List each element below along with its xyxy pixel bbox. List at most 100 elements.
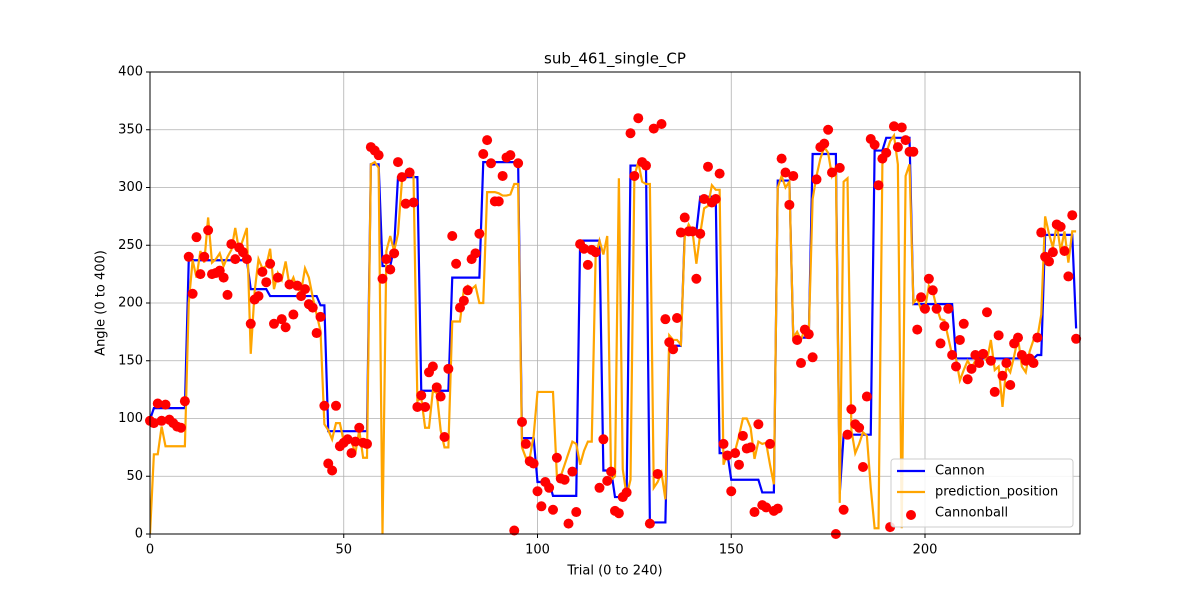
scatter-point xyxy=(703,161,713,172)
scatter-point xyxy=(420,401,431,412)
scatter-point xyxy=(668,344,679,355)
scatter-point xyxy=(311,328,322,339)
scatter-point xyxy=(951,361,961,372)
scatter-point xyxy=(730,448,741,459)
scatter-point xyxy=(191,232,202,243)
y-axis-label: Angle (0 to 400) xyxy=(94,250,109,356)
scatter-point xyxy=(563,518,574,529)
scatter-point xyxy=(513,158,524,169)
scatter-point xyxy=(823,124,834,135)
scatter-point xyxy=(889,121,899,132)
scatter-point xyxy=(881,147,892,158)
scatter-point xyxy=(1067,210,1078,221)
scatter-point xyxy=(148,418,159,429)
scatter-point xyxy=(765,438,775,449)
scatter-point xyxy=(509,525,520,536)
scatter-point xyxy=(582,259,593,270)
scatter-point xyxy=(486,158,496,169)
scatter-point xyxy=(156,415,167,426)
scatter-point xyxy=(493,196,504,207)
scatter-point xyxy=(900,135,911,146)
scatter-point xyxy=(656,118,667,129)
scatter-point xyxy=(1013,332,1023,343)
scatter-point xyxy=(920,303,930,314)
scatter-point xyxy=(776,153,787,164)
scatter-point xyxy=(571,507,582,518)
scatter-point xyxy=(327,465,338,476)
scatter-point xyxy=(470,248,481,259)
scatter-point xyxy=(652,468,663,479)
x-tick-label: 50 xyxy=(335,543,352,558)
scatter-point xyxy=(761,502,772,513)
scatter-point xyxy=(300,284,310,295)
y-tick-label: 400 xyxy=(118,65,143,80)
scatter-point xyxy=(257,266,268,277)
scatter-point xyxy=(679,212,690,223)
scatter-point xyxy=(962,374,973,385)
scatter-point xyxy=(672,313,682,324)
scatter-point xyxy=(873,180,884,191)
scatter-point xyxy=(923,273,934,284)
scatter-point xyxy=(978,348,989,359)
y-tick-label: 200 xyxy=(118,296,143,311)
scatter-point xyxy=(431,382,442,393)
scatter-point xyxy=(997,370,1008,381)
scatter-point xyxy=(931,303,942,314)
scatter-point xyxy=(846,404,857,415)
scatter-point xyxy=(261,277,272,288)
scatter-point xyxy=(559,474,570,485)
scatter-point xyxy=(152,398,163,409)
scatter-point xyxy=(230,254,241,265)
y-tick-label: 0 xyxy=(135,527,143,542)
y-tick-label: 50 xyxy=(126,469,143,484)
scatter-point xyxy=(381,254,392,265)
scatter-point xyxy=(982,307,992,318)
scatter-point xyxy=(629,170,640,181)
scatter-point xyxy=(734,459,744,470)
scatter-point xyxy=(625,128,636,139)
scatter-point xyxy=(590,247,601,258)
scatter-point xyxy=(714,168,725,179)
scatter-point xyxy=(811,174,822,185)
scatter-point xyxy=(427,361,438,372)
scatter-point xyxy=(896,122,907,133)
scatter-point xyxy=(958,318,969,329)
scatter-point xyxy=(412,401,423,412)
scatter-point xyxy=(726,486,737,497)
scatter-point xyxy=(346,448,357,459)
scatter-point xyxy=(517,416,527,427)
legend-marker xyxy=(906,510,916,520)
scatter-point xyxy=(439,431,450,442)
scatter-point xyxy=(792,334,803,345)
scatter-point xyxy=(935,338,946,349)
scatter-point xyxy=(226,239,237,250)
scatter-point xyxy=(1071,333,1082,344)
y-tick-label: 100 xyxy=(118,411,143,426)
scatter-point xyxy=(203,225,214,236)
scatter-point xyxy=(269,318,279,329)
scatter-point xyxy=(245,318,256,329)
scatter-point xyxy=(1044,256,1054,267)
scatter-point xyxy=(377,273,388,284)
scatter-point xyxy=(1005,380,1016,391)
scatter-point xyxy=(722,450,733,461)
scatter-point xyxy=(1063,271,1074,282)
scatter-point xyxy=(350,436,361,447)
scatter-point xyxy=(788,170,799,181)
scatter-point xyxy=(737,430,748,441)
scatter-point xyxy=(687,226,698,237)
scatter-point xyxy=(718,438,729,449)
scatter-point xyxy=(970,349,981,360)
scatter-point xyxy=(780,167,791,178)
scatter-point xyxy=(528,458,539,469)
scatter-point xyxy=(745,442,756,453)
scatter-point xyxy=(536,501,547,512)
scatter-point xyxy=(939,321,950,332)
x-tick-label: 100 xyxy=(525,543,550,558)
scatter-point xyxy=(482,135,493,146)
scatter-point xyxy=(1028,358,1039,369)
legend-box xyxy=(890,458,1074,528)
scatter-point xyxy=(985,355,996,366)
y-tick-label: 150 xyxy=(118,353,143,368)
scatter-point xyxy=(1001,358,1012,369)
